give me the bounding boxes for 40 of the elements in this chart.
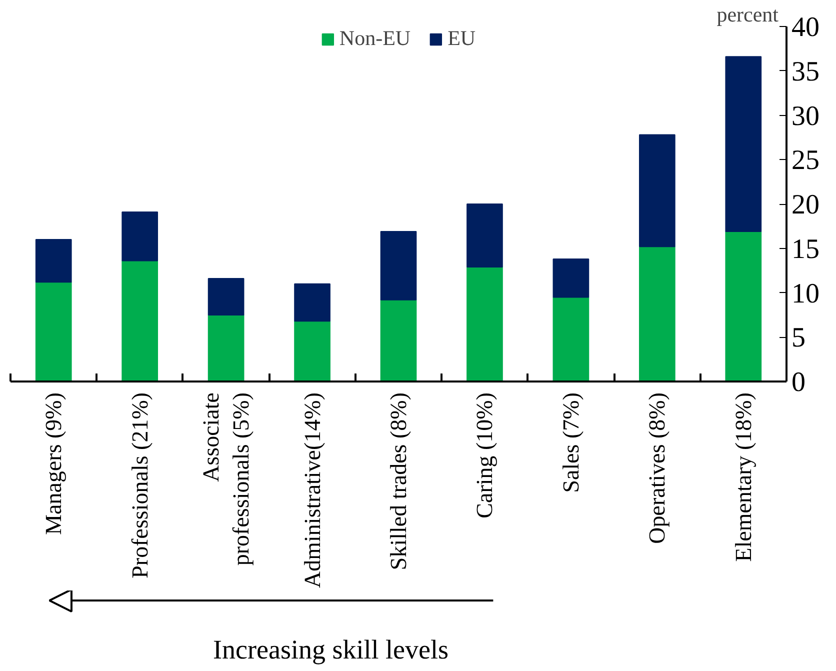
y-tick-label: 25 <box>792 145 820 176</box>
y-tick-label: 40 <box>792 12 820 43</box>
legend-label: Non-EU <box>339 26 411 51</box>
y-tick-label: 20 <box>792 190 820 220</box>
x-tick-label: Professionals (21%) <box>127 392 152 578</box>
bar <box>380 231 417 300</box>
x-tick-label: Elementary (18%) <box>730 392 756 562</box>
y-tick-label: 0 <box>792 367 806 398</box>
bar <box>466 204 503 268</box>
bar <box>208 314 244 382</box>
x-tick-label: Caring (10%) <box>472 392 498 518</box>
x-tick-label: Operatives (8%) <box>644 392 670 544</box>
bar <box>122 211 158 262</box>
bar <box>725 56 762 232</box>
x-tick-label: Associate professionals (5%) <box>198 392 254 566</box>
y-tick-label: 15 <box>792 234 820 265</box>
bar <box>552 296 590 382</box>
bar <box>294 320 330 382</box>
bar <box>380 299 417 382</box>
y-tick-label: 35 <box>792 56 820 88</box>
text: Increasing skill levels <box>213 634 448 664</box>
x-tick-label: Administrative(14%) <box>300 392 325 588</box>
bar <box>552 258 590 298</box>
bar <box>122 260 158 382</box>
x-tick-label: Managers (9%) <box>41 392 66 535</box>
legend-label: EU <box>448 26 476 51</box>
bar <box>35 282 72 382</box>
bar <box>35 239 72 283</box>
bar <box>638 134 676 248</box>
bar <box>208 278 244 316</box>
bar <box>638 246 676 382</box>
bar <box>725 231 762 382</box>
y-tick-label: 5 <box>792 322 806 354</box>
y-tick-label: 30 <box>792 100 820 132</box>
bar <box>294 283 330 322</box>
y-tick-label: 10 <box>792 278 820 310</box>
bar <box>466 266 503 382</box>
y-axis-title: percent <box>716 2 779 26</box>
x-tick-label: Skilled trades (8%) <box>386 392 411 570</box>
x-tick-label: Sales (7%) <box>558 392 584 493</box>
